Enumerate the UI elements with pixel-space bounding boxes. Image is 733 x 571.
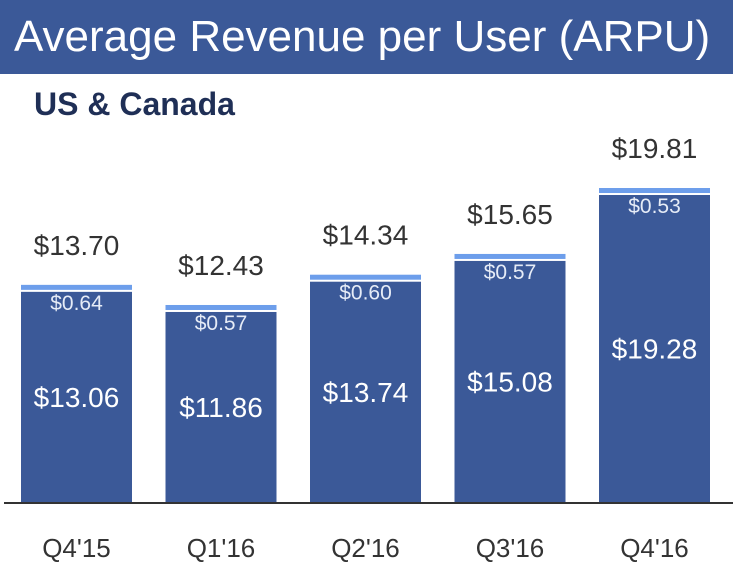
top-segment-label: $0.60 xyxy=(339,282,392,305)
total-label: $13.70 xyxy=(34,230,120,261)
bar-segment-main xyxy=(599,195,710,502)
category-label: Q4'16 xyxy=(620,533,689,563)
bar-segment-top xyxy=(599,188,710,194)
title-banner: Average Revenue per User (ARPU) xyxy=(0,0,733,74)
main-segment-label: $13.74 xyxy=(323,377,409,408)
category-label: Q2'16 xyxy=(331,533,400,563)
main-segment-label: $13.06 xyxy=(34,382,120,413)
bar-segment-main xyxy=(165,311,277,502)
top-segment-label: $0.57 xyxy=(195,312,248,335)
total-label: $14.34 xyxy=(323,220,409,251)
bar-segment-top xyxy=(21,284,132,290)
total-label: $19.81 xyxy=(612,133,698,164)
bar-segment-main xyxy=(310,281,421,502)
chart-subtitle: US & Canada xyxy=(34,86,235,122)
page-title: Average Revenue per User (ARPU) xyxy=(14,12,711,61)
top-segment-label: $0.53 xyxy=(628,195,681,218)
main-segment-label: $15.08 xyxy=(467,366,553,397)
category-label: Q4'15 xyxy=(42,533,111,563)
top-segment-label: $0.64 xyxy=(50,292,103,315)
bar-segment-top xyxy=(165,304,277,310)
main-segment-label: $19.28 xyxy=(612,334,698,365)
main-segment-label: $11.86 xyxy=(179,392,263,423)
category-label: Q1'16 xyxy=(187,533,256,563)
bar-segment-main xyxy=(454,260,566,502)
bar-segment-top xyxy=(454,253,566,259)
bar-segment-main xyxy=(21,291,132,502)
bar-segment-top xyxy=(310,274,421,280)
total-label: $15.65 xyxy=(467,199,553,230)
category-label: Q3'16 xyxy=(476,533,545,563)
top-segment-label: $0.57 xyxy=(484,261,537,284)
total-label: $12.43 xyxy=(178,250,264,281)
